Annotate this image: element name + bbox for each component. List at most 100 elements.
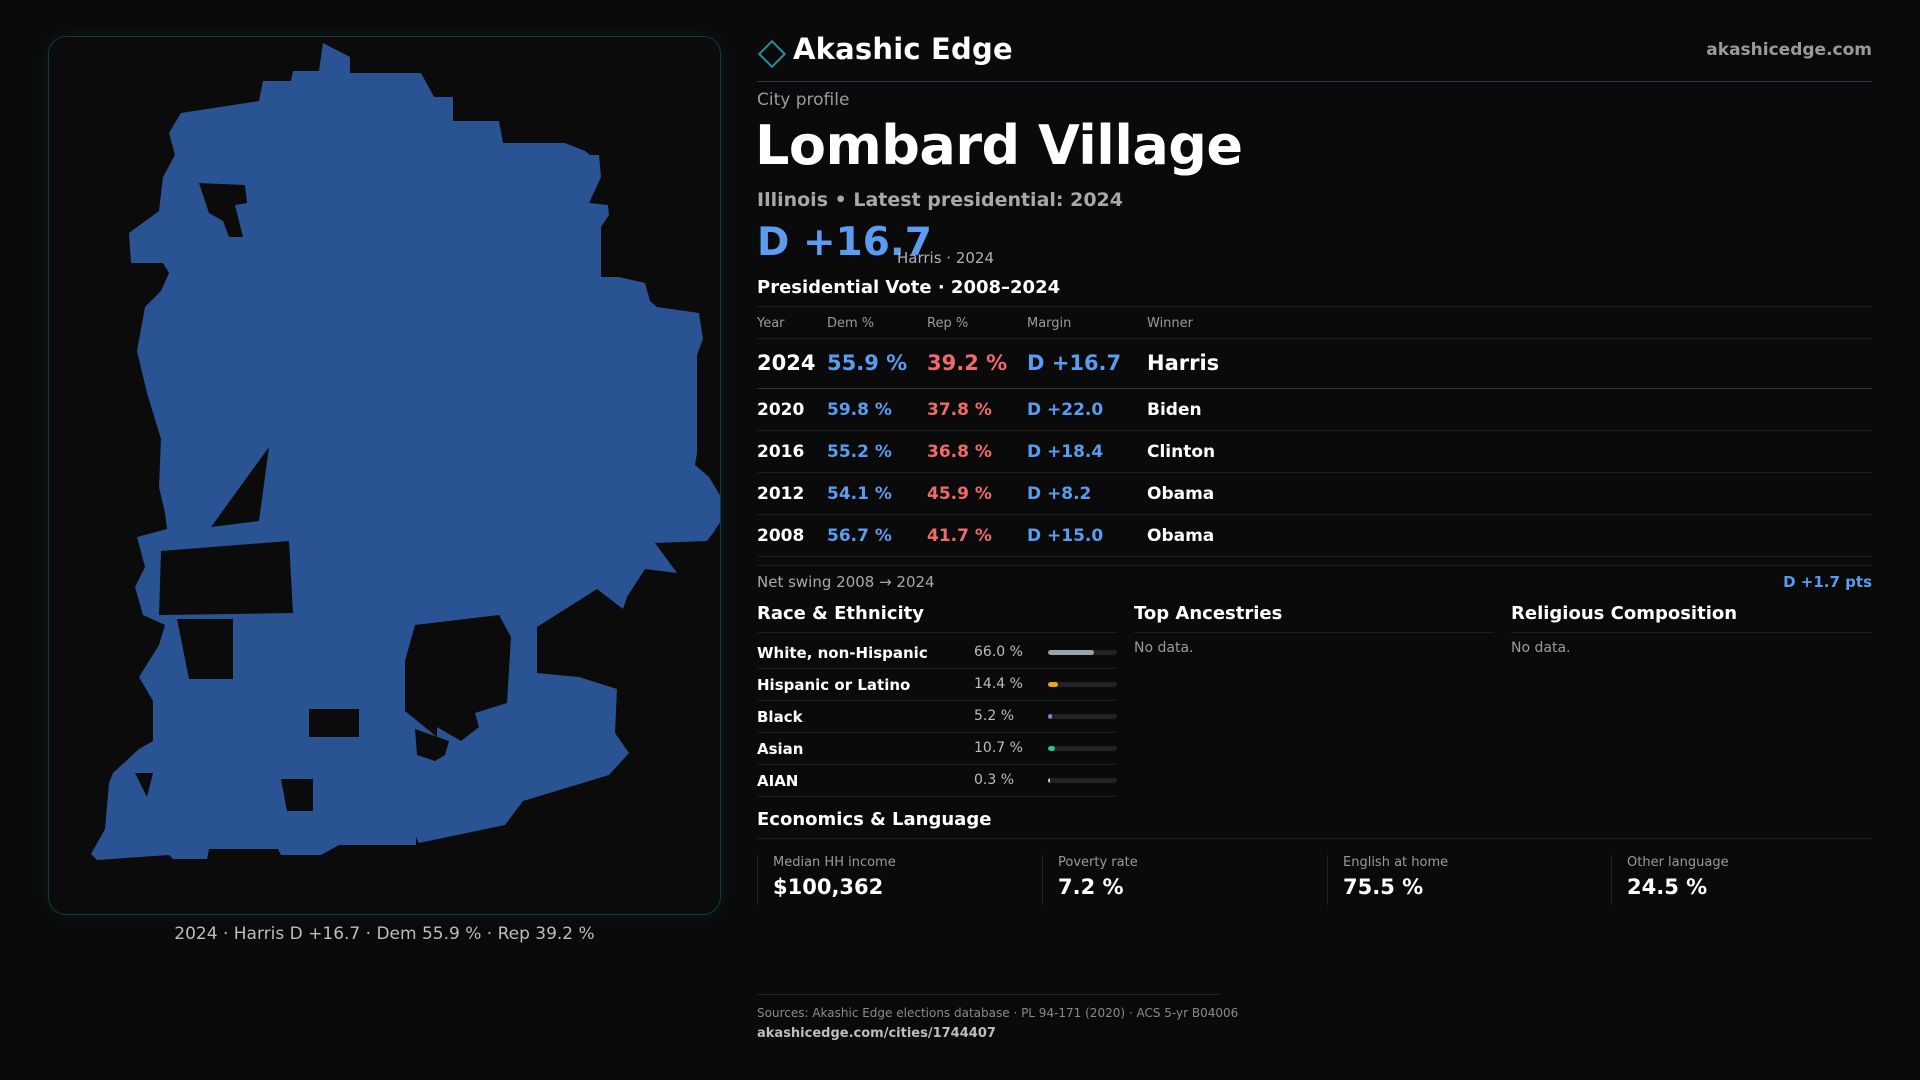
header-margin: Margin — [1027, 316, 1072, 331]
economics-divider — [757, 838, 1872, 839]
race-divider — [757, 632, 1117, 633]
row-winner: Obama — [1147, 526, 1215, 546]
religion-empty: No data. — [1511, 640, 1571, 656]
row-dem: 59.8 % — [827, 400, 892, 420]
header-dem: Dem % — [827, 316, 875, 331]
footer-url-link[interactable]: akashicedge.com/cities/1744407 — [757, 1026, 996, 1041]
stat-value: 24.5 % — [1627, 875, 1708, 899]
religion-divider — [1511, 632, 1872, 633]
site-url-link[interactable]: akashicedge.com — [1706, 40, 1872, 60]
row-rep: 41.7 % — [927, 526, 992, 546]
row-margin: D +8.2 — [1027, 484, 1092, 504]
race-label: AIAN — [757, 772, 799, 790]
vote-table-header: Year Dem % Rep % Margin Winner — [757, 307, 1872, 339]
race-label: Asian — [757, 740, 804, 758]
race-pct: 66.0 % — [974, 644, 1023, 660]
stat-value: $100,362 — [773, 875, 884, 899]
row-margin: D +22.0 — [1027, 400, 1104, 420]
map-holes — [135, 447, 511, 811]
race-label: Hispanic or Latino — [757, 676, 911, 694]
city-map[interactable] — [48, 36, 721, 915]
race-bar-track — [1048, 650, 1117, 655]
race-label: Black — [757, 708, 803, 726]
net-swing-row: Net swing 2008 → 2024 D +1.7 pts — [757, 565, 1872, 597]
profile-eyebrow: City profile — [757, 90, 850, 110]
brand-name[interactable]: Akashic Edge — [793, 32, 1013, 66]
row-dem: 55.9 % — [827, 351, 908, 375]
row-dem: 54.1 % — [827, 484, 892, 504]
vote-table: Year Dem % Rep % Margin Winner 2024 55.9… — [757, 306, 1872, 557]
map-caption: 2024 · Harris D +16.7 · Dem 55.9 % · Rep… — [174, 924, 595, 944]
list-item: AIAN 0.3 % — [757, 765, 1117, 797]
header-winner: Winner — [1147, 316, 1194, 331]
list-item: Black 5.2 % — [757, 701, 1117, 733]
stat-value: 75.5 % — [1343, 875, 1424, 899]
table-row: 2016 55.2 % 36.8 % D +18.4 Clinton — [757, 431, 1872, 473]
race-bar-fill — [1048, 682, 1058, 687]
list-item: Asian 10.7 % — [757, 733, 1117, 765]
row-year: 2008 — [757, 526, 805, 546]
race-pct: 0.3 % — [974, 772, 1015, 788]
economics-section-title: Economics & Language — [757, 809, 992, 830]
row-year: 2016 — [757, 442, 805, 462]
row-rep: 36.8 % — [927, 442, 992, 462]
ancestries-empty: No data. — [1134, 640, 1194, 656]
table-row: 2020 59.8 % 37.8 % D +22.0 Biden — [757, 389, 1872, 431]
ancestries-section-title: Top Ancestries — [1134, 603, 1283, 624]
stat-label: Median HH income — [773, 855, 896, 870]
race-bar-track — [1048, 714, 1117, 719]
race-bar-fill — [1048, 714, 1052, 719]
stat-label: English at home — [1343, 855, 1449, 870]
sources-note: Sources: Akashic Edge elections database… — [757, 1006, 1239, 1020]
race-pct: 10.7 % — [974, 740, 1023, 756]
header-rep: Rep % — [927, 316, 969, 331]
race-pct: 14.4 % — [974, 676, 1023, 692]
stat-english-at-home: English at home 75.5 % — [1327, 855, 1597, 905]
city-boundary-map — [91, 43, 720, 860]
row-winner: Biden — [1147, 400, 1202, 420]
list-item: White, non-Hispanic 66.0 % — [757, 637, 1117, 669]
race-bar-track — [1048, 746, 1117, 751]
race-pct: 5.2 % — [974, 708, 1015, 724]
net-swing-label: Net swing 2008 → 2024 — [757, 573, 935, 591]
list-item: Hispanic or Latino 14.4 % — [757, 669, 1117, 701]
stat-label: Other language — [1627, 855, 1729, 870]
religion-section-title: Religious Composition — [1511, 603, 1738, 624]
vote-section-title: Presidential Vote · 2008–2024 — [757, 277, 1061, 298]
table-row: 2024 55.9 % 39.2 % D +16.7 Harris — [757, 339, 1872, 389]
diamond-logo-icon — [757, 39, 787, 69]
page-title: Lombard Village — [755, 114, 1243, 177]
profile-subtitle: Illinois • Latest presidential: 2024 — [757, 189, 1124, 211]
row-rep: 45.9 % — [927, 484, 992, 504]
row-year: 2012 — [757, 484, 805, 504]
row-winner: Obama — [1147, 484, 1215, 504]
stat-median-income: Median HH income $100,362 — [757, 855, 1027, 905]
race-bar-track — [1048, 778, 1117, 783]
row-winner: Clinton — [1147, 442, 1216, 462]
stat-other-language: Other language 24.5 % — [1611, 855, 1881, 905]
ancestries-divider — [1134, 632, 1494, 633]
stat-value: 7.2 % — [1058, 875, 1124, 899]
city-boundary-shape — [91, 43, 720, 860]
app-header: Akashic Edge akashicedge.com — [757, 30, 1872, 82]
row-year: 2020 — [757, 400, 805, 420]
race-bar-fill — [1048, 746, 1056, 751]
net-swing-value: D +1.7 pts — [1783, 573, 1872, 591]
headline-margin: D +16.7 — [757, 220, 932, 265]
row-margin: D +16.7 — [1027, 351, 1122, 375]
row-year: 2024 — [757, 351, 816, 375]
header-year: Year — [757, 316, 785, 331]
row-rep: 37.8 % — [927, 400, 992, 420]
table-row: 2012 54.1 % 45.9 % D +8.2 Obama — [757, 473, 1872, 515]
row-winner: Harris — [1147, 351, 1220, 375]
headline-margin-note: Harris · 2024 — [897, 249, 995, 267]
footer-divider — [757, 994, 1220, 995]
race-section-title: Race & Ethnicity — [757, 603, 924, 624]
row-margin: D +15.0 — [1027, 526, 1104, 546]
row-dem: 56.7 % — [827, 526, 892, 546]
row-rep: 39.2 % — [927, 351, 1008, 375]
race-bar-fill — [1048, 650, 1094, 655]
race-bar-track — [1048, 682, 1117, 687]
row-dem: 55.2 % — [827, 442, 892, 462]
row-margin: D +18.4 — [1027, 442, 1104, 462]
